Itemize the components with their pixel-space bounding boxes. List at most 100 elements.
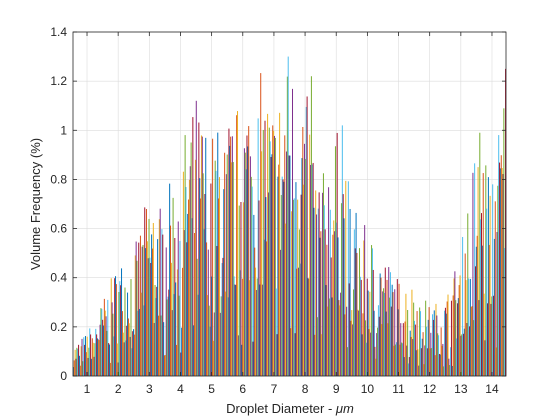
bar [411,289,413,376]
bar [372,269,374,376]
bar [456,338,458,376]
bar [173,294,175,376]
bar [174,237,176,376]
bar [106,330,108,376]
bar [352,324,354,376]
bar [408,357,410,376]
bar [96,334,98,376]
bar [159,208,161,376]
bar [231,162,233,376]
bar [73,360,75,376]
bar [484,340,486,376]
bar [331,297,333,376]
bar [442,343,444,376]
bar [130,279,132,376]
bar [325,285,327,376]
bar [175,282,177,376]
bar [136,260,138,376]
bar [382,291,384,376]
bar [477,167,479,376]
bar [215,170,217,376]
bar [421,338,423,376]
bar [493,238,495,376]
bar [493,295,495,376]
bar [247,146,249,376]
bar [319,237,321,376]
bar [354,248,356,376]
bar [258,200,260,376]
bar [72,367,74,376]
bar [356,252,358,376]
bar [218,198,220,376]
bar [90,334,92,376]
bar [122,332,124,376]
bar [102,319,104,376]
bar [163,322,165,376]
bar [200,135,202,376]
bar [193,325,195,376]
bar [373,310,375,376]
y-tick-label: 0.2 [50,320,67,334]
bar [162,234,164,376]
bar [369,291,371,376]
bar [360,279,362,376]
bar [237,335,239,376]
bar [348,283,350,376]
bar [379,273,381,376]
bar [432,314,434,376]
bar [455,300,457,376]
bar [301,158,303,376]
bar [391,284,393,376]
bar [423,364,425,376]
bar [353,289,354,376]
bar [152,223,154,376]
bar [79,365,81,376]
bar [281,176,283,376]
bar [280,194,282,376]
bar [283,181,285,376]
bar [474,163,476,376]
bar [321,334,323,376]
bar [339,305,341,376]
bar [156,286,158,376]
bar [263,239,265,376]
bar [189,166,191,376]
bar [499,162,501,376]
bar [398,283,400,376]
bar [433,310,435,376]
bar [420,311,422,376]
bar [293,198,295,376]
bar [179,240,181,376]
bar [499,168,501,376]
bar [76,347,78,376]
bar [276,334,278,376]
bar [139,308,141,376]
bar [438,335,440,376]
bar [222,257,224,376]
bar [267,192,269,376]
bar [149,257,151,376]
bar [272,125,274,377]
bar [78,344,80,376]
bar [497,185,499,376]
bar [170,262,172,376]
bar [279,249,281,376]
bar [436,315,438,376]
bar [243,148,245,376]
bar [396,279,398,376]
bar [127,318,129,376]
bar [180,352,182,376]
bar [261,151,263,376]
bar [416,311,418,376]
bar [176,344,178,376]
bar [181,327,183,376]
bar [496,232,498,376]
bar [119,281,121,376]
bar [410,336,412,376]
bar [212,138,214,376]
y-tick-label: 0.8 [50,172,67,186]
bar [77,348,79,376]
bar [123,342,125,376]
bar [418,365,420,376]
bar [393,345,395,376]
